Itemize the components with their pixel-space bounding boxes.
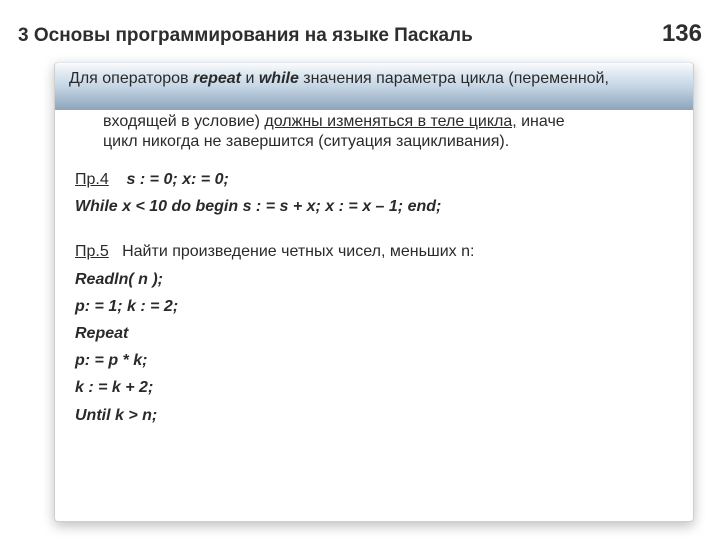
- code-line-3: Repeat: [75, 324, 673, 343]
- code-line-5: k : = k + 2;: [75, 378, 673, 397]
- sub1u: должны изменяться в теле цикла,: [264, 113, 516, 130]
- sub-line2: цикл никогда не завершится (ситуация зац…: [103, 132, 679, 152]
- hdr-pre: Для операторов: [69, 70, 193, 87]
- code-line-6: Until k > n;: [75, 406, 673, 425]
- sub-line1: входящей в условие) должны изменяться в …: [103, 112, 679, 132]
- sub1b: иначе: [517, 113, 565, 130]
- hdr-mid: и: [241, 70, 259, 87]
- sub1a: входящей в условие): [103, 113, 264, 130]
- chapter-title: 3 Основы программирования на языке Паска…: [18, 25, 473, 47]
- panel-header: Для операторов repeat и while значения п…: [55, 62, 693, 110]
- panel-header-sub: входящей в условие) должны изменяться в …: [55, 110, 693, 152]
- example-4: Пр.4 s : = 0; x: = 0;: [75, 170, 673, 189]
- ex4-label: Пр.4: [75, 171, 109, 188]
- ex5-text: Найти произведение четных чисел, меньших…: [122, 243, 474, 260]
- page-number: 136: [662, 20, 702, 48]
- code-line-4: p: = p * k;: [75, 351, 673, 370]
- ex5-label: Пр.5: [75, 243, 109, 260]
- slide: 3 Основы программирования на языке Паска…: [0, 0, 720, 540]
- header-row: 3 Основы программирования на языке Паска…: [18, 20, 702, 48]
- ex4-code: s : = 0; x: = 0;: [127, 171, 229, 188]
- code-line-1: Readln( n );: [75, 270, 673, 289]
- hdr-kw-repeat: repeat: [193, 70, 241, 87]
- content-panel: Для операторов repeat и while значения п…: [54, 62, 694, 522]
- gap: [75, 224, 673, 234]
- example-5: Пр.5 Найти произведение четных чисел, ме…: [75, 242, 673, 261]
- ex4-while: While x < 10 do begin s : = s + x; x : =…: [75, 197, 673, 216]
- hdr-kw-while: while: [259, 70, 299, 87]
- hdr-post: значения параметра цикла (переменной,: [299, 70, 609, 87]
- panel-header-line1: Для операторов repeat и while значения п…: [69, 69, 679, 89]
- panel-body: Пр.4 s : = 0; x: = 0; While x < 10 do be…: [55, 152, 693, 447]
- code-line-2: p: = 1; k : = 2;: [75, 297, 673, 316]
